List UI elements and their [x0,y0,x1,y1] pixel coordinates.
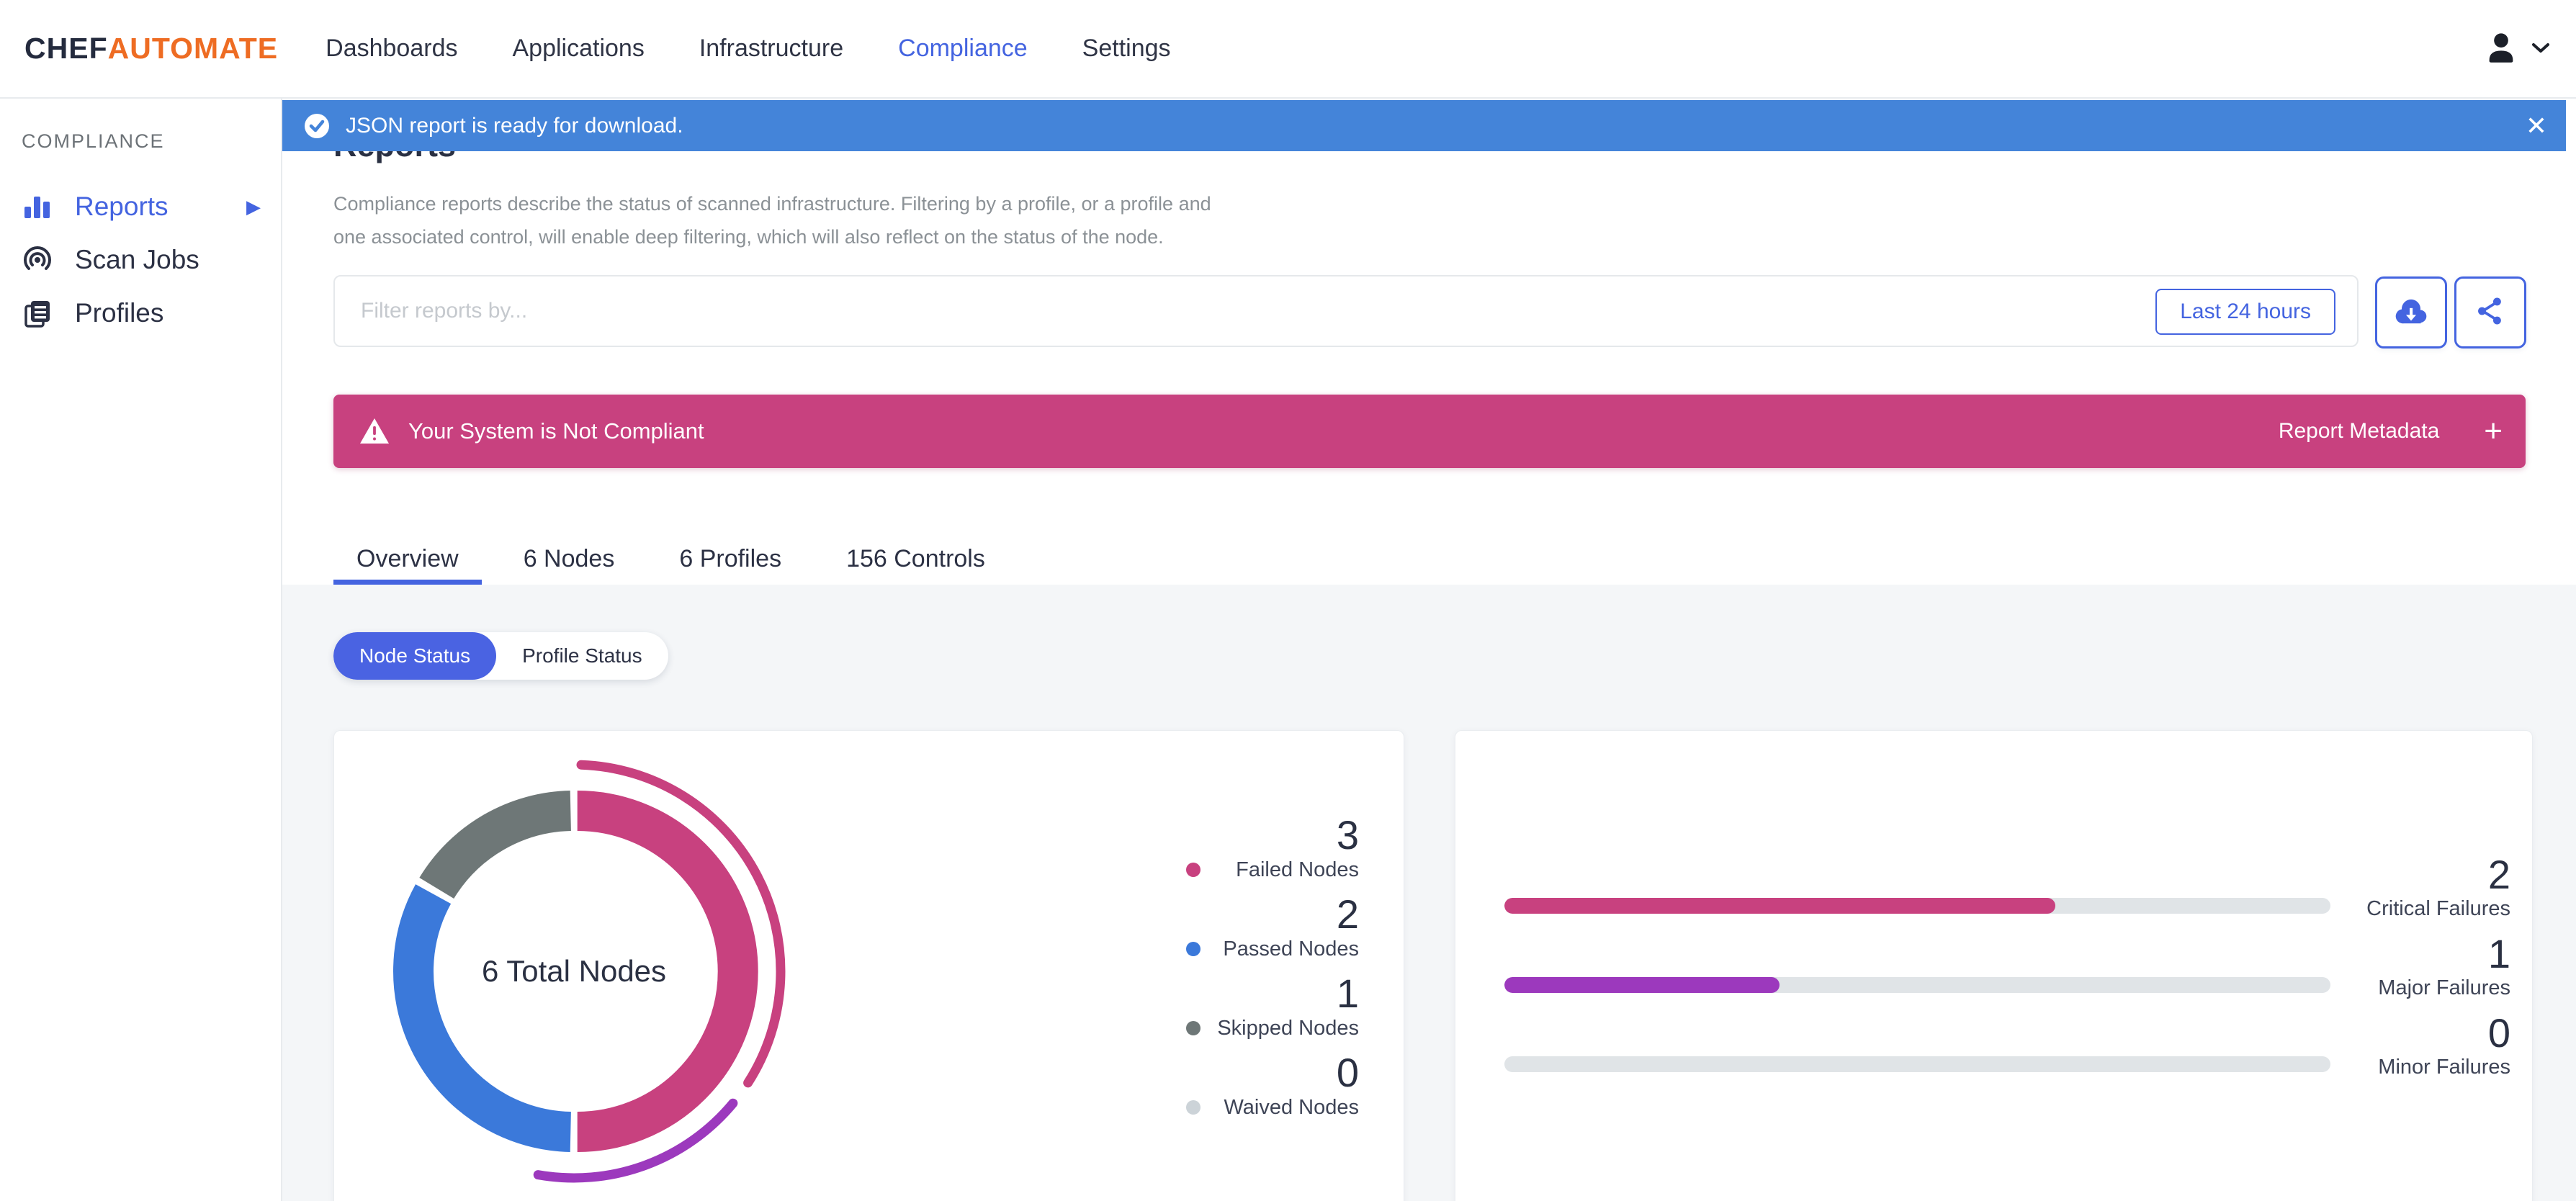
legend-label: Failed Nodes [1236,858,1359,881]
sidebar-item-label: Profiles [75,298,164,328]
legend-label: Waived Nodes [1224,1095,1359,1119]
cloud-download-icon [2392,295,2430,330]
time-range-button[interactable]: Last 24 hours [2155,289,2335,335]
donut-legend: 3 Failed Nodes 2 Passed Nodes 1 Skipped … [1186,812,1359,1133]
bar-label: Critical Failures [2366,897,2510,920]
sidebar-item-scan-jobs[interactable]: Scan Jobs [0,233,281,287]
critical-failures-track [1504,898,2330,914]
minor-failures-count: 0 [2487,1010,2510,1056]
legend-item-failed: 3 Failed Nodes [1186,812,1359,882]
failure-severity-card: 2 Critical Failures 1 Major Failures 0 M… [1455,730,2533,1201]
compliance-status-banner: Your System is Not Compliant Report Meta… [333,395,2526,468]
user-icon [2484,30,2518,68]
bar-row-major: 1 Major Failures [1504,931,2510,1015]
failed-nodes-count: 3 [1336,812,1359,858]
nav-item-compliance[interactable]: Compliance [898,35,1028,62]
bar-label: Minor Failures [2378,1056,2510,1079]
node-status-card: 6 Total Nodes 3 Failed Nodes 2 Passed No… [333,730,1404,1201]
page-description-line1: Compliance reports describe the status o… [333,193,1211,215]
report-tabs: Overview 6 Nodes 6 Profiles 156 Controls [333,533,1008,585]
legend-item-passed: 2 Passed Nodes [1186,891,1359,961]
legend-label: Skipped Nodes [1217,1016,1359,1040]
waived-dot-icon [1186,1100,1201,1115]
bar-row-minor: 0 Minor Failures [1504,1010,2510,1094]
status-toggle: Node Status Profile Status [333,632,668,680]
passed-nodes-count: 2 [1336,891,1359,937]
tab-profiles[interactable]: 6 Profiles [679,544,782,572]
brand-logo-automate: AUTOMATE [107,32,279,65]
skipped-nodes-count: 1 [1336,971,1359,1016]
legend-label: Passed Nodes [1223,937,1359,961]
share-report-button[interactable] [2454,276,2526,348]
info-banner-message: JSON report is ready for download. [346,113,683,138]
documents-icon [22,296,56,330]
download-report-button[interactable] [2375,276,2447,348]
brand-logo-chef: CHEF [24,32,108,65]
bar-label: Major Failures [2378,976,2510,999]
minor-failures-track [1504,1056,2330,1072]
failed-dot-icon [1186,863,1201,877]
toggle-node-status[interactable]: Node Status [333,632,497,680]
sidebar-item-label: Scan Jobs [75,245,199,274]
tab-controls[interactable]: 156 Controls [846,544,985,572]
warning-triangle-icon [359,417,390,446]
major-failures-track [1504,977,2330,993]
sidebar-item-profiles[interactable]: Profiles [0,287,281,340]
sidebar-section-label: COMPLIANCE [22,130,165,152]
waived-nodes-count: 0 [1336,1050,1359,1095]
plus-icon: + [2484,413,2503,449]
report-metadata-button[interactable]: Report Metadata + [2279,415,2526,447]
skipped-dot-icon [1186,1021,1201,1035]
filter-bar: Last 24 hours [333,275,2359,347]
close-icon[interactable]: ✕ [2525,110,2547,140]
overview-content: Node Status Profile Status 6 Total Nodes… [282,585,2576,1201]
toggle-profile-status[interactable]: Profile Status [522,644,642,667]
nav-item-settings[interactable]: Settings [1082,35,1171,62]
passed-dot-icon [1186,942,1201,956]
bar-chart-icon [22,189,56,224]
filter-reports-input[interactable] [361,276,1657,346]
critical-failures-fill [1504,898,2056,914]
report-metadata-label: Report Metadata [2278,419,2440,443]
top-nav: Dashboards Applications Infrastructure C… [326,35,1170,63]
user-menu[interactable] [2484,0,2550,99]
nav-item-applications[interactable]: Applications [512,35,645,62]
node-status-donut [393,760,786,1183]
failure-severity-bars: 2 Critical Failures 1 Major Failures 0 M… [1504,852,2510,1094]
sidebar-item-reports[interactable]: Reports ▶ [0,180,281,233]
nav-item-dashboards[interactable]: Dashboards [326,35,458,62]
info-banner: JSON report is ready for download. ✕ [282,100,2566,151]
legend-item-waived: 0 Waived Nodes [1186,1053,1359,1120]
bar-row-critical: 2 Critical Failures [1504,852,2510,935]
nav-item-infrastructure[interactable]: Infrastructure [699,35,844,62]
status-banner-message: Your System is Not Compliant [408,418,704,444]
page-description-line2: one associated control, will enable deep… [333,226,1164,248]
major-failures-count: 1 [2487,931,2510,976]
app-header: CHEFAUTOMATE Dashboards Applications Inf… [0,0,2576,99]
major-failures-fill [1504,977,1780,993]
tab-overview[interactable]: Overview [333,533,482,585]
donut-center-label: 6 Total Nodes [481,954,667,988]
expand-arrow-icon: ▶ [246,195,261,217]
check-circle-icon [304,113,330,139]
chevron-down-icon [2531,42,2550,57]
legend-item-skipped: 1 Skipped Nodes [1186,971,1359,1040]
sidebar-item-label: Reports [75,192,169,221]
brand-logo[interactable]: CHEFAUTOMATE [24,32,278,66]
tab-nodes[interactable]: 6 Nodes [523,544,615,572]
page-description: Compliance reports describe the status o… [333,187,1211,253]
sidebar: COMPLIANCE Reports ▶ Scan Jobs [0,99,282,1201]
share-icon [2474,294,2507,331]
radar-icon [22,243,56,277]
critical-failures-count: 2 [2487,852,2510,897]
